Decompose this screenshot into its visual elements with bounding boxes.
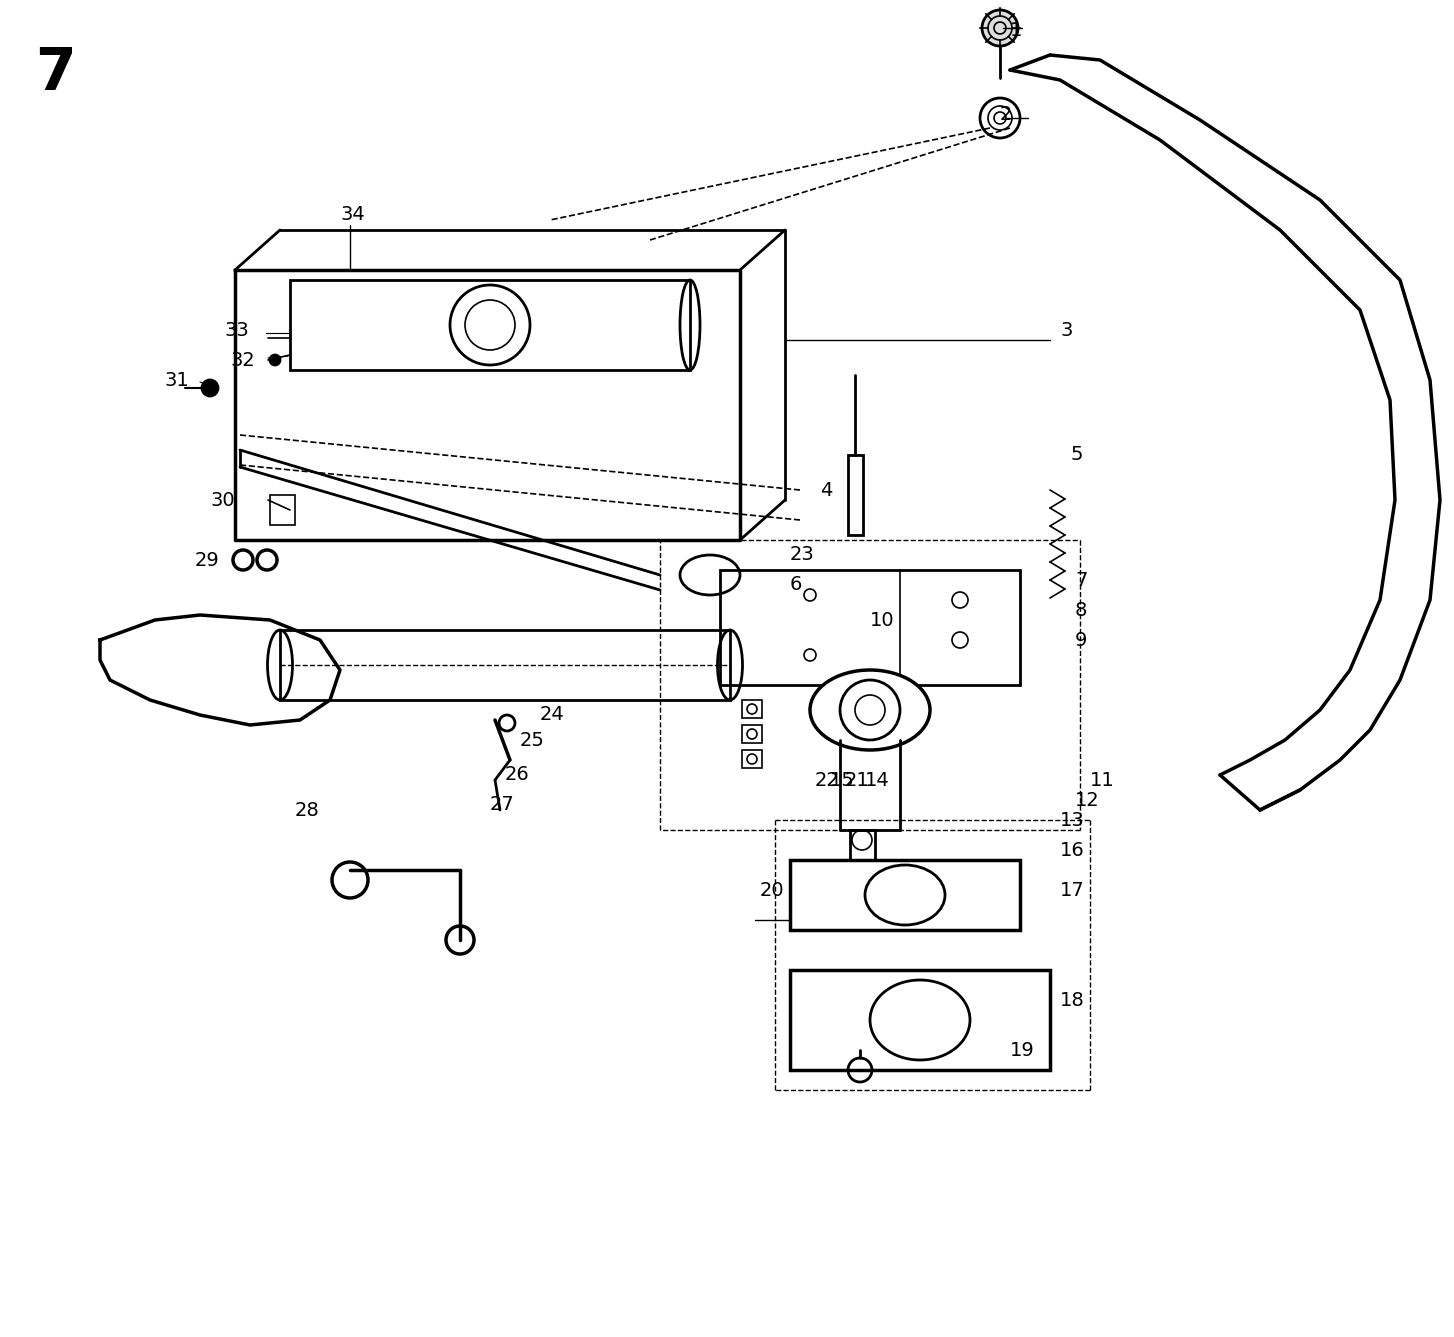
Bar [742,725,762,743]
Text: 27: 27 [490,796,515,814]
Text: 31: 31 [164,370,190,389]
Ellipse shape [810,670,931,750]
Bar [851,830,875,860]
Ellipse shape [865,865,945,925]
Bar [790,860,1021,931]
Text: 1: 1 [1011,20,1022,40]
Text: 14: 14 [865,770,890,790]
Circle shape [270,356,281,365]
Text: 19: 19 [1011,1040,1035,1059]
Text: 24: 24 [539,706,564,725]
Text: 9: 9 [1075,631,1088,650]
Text: 30: 30 [209,491,234,509]
Bar [742,701,762,718]
Text: 29: 29 [195,551,220,570]
Text: 16: 16 [1060,841,1085,860]
Text: 6: 6 [790,575,803,595]
Text: 11: 11 [1090,770,1115,790]
Bar [742,750,762,767]
Text: 18: 18 [1060,991,1085,1009]
Circle shape [202,380,218,396]
Bar [720,570,1021,685]
Text: 12: 12 [1075,790,1099,809]
Text: 15: 15 [830,770,855,790]
Text: 4: 4 [820,480,832,500]
Circle shape [981,9,1018,45]
Text: 21: 21 [845,770,869,790]
Text: 7: 7 [35,45,76,102]
Bar [281,630,730,701]
Bar [270,495,295,525]
Text: 13: 13 [1060,810,1085,829]
Text: 3: 3 [1060,321,1073,340]
Text: 22: 22 [816,770,840,790]
Text: 34: 34 [340,206,365,225]
Ellipse shape [869,980,970,1060]
Text: 17: 17 [1060,881,1085,900]
Text: 23: 23 [790,545,814,564]
Text: 33: 33 [225,321,250,340]
Text: 7: 7 [1075,571,1088,590]
Bar [848,455,864,535]
Bar [790,971,1050,1070]
Text: 32: 32 [230,350,254,369]
Text: 25: 25 [521,730,545,750]
Text: 5: 5 [1070,445,1082,464]
Text: 10: 10 [869,611,894,630]
Text: 26: 26 [505,766,529,785]
Text: 8: 8 [1075,600,1088,619]
Text: 2: 2 [1000,106,1012,124]
Text: 20: 20 [760,881,785,900]
Bar [289,279,691,370]
Text: 28: 28 [295,801,320,820]
